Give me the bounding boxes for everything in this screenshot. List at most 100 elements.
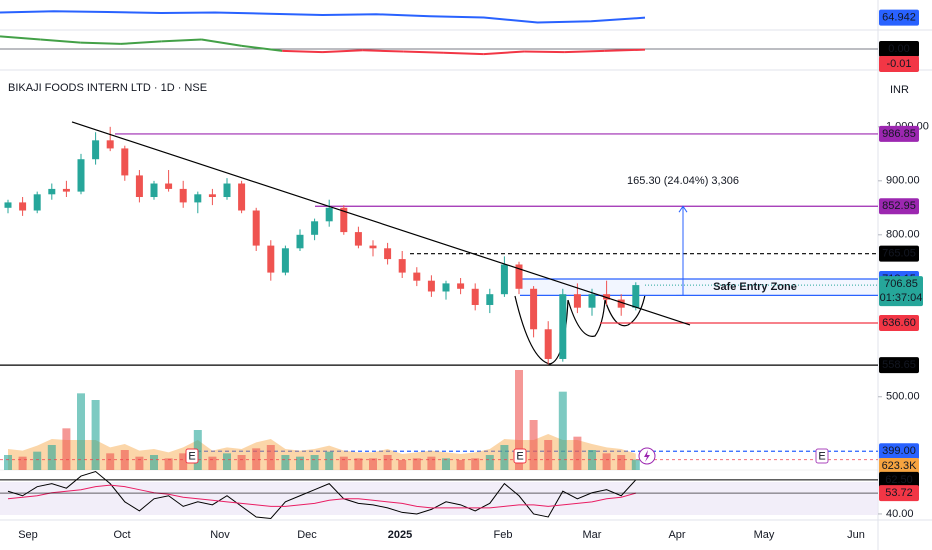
event-bolt — [644, 450, 650, 462]
price-level-label: 399.00 — [882, 445, 916, 457]
candle-body — [311, 221, 319, 235]
candle-body — [398, 259, 406, 273]
price-tick-label: 800.00 — [886, 229, 920, 241]
rsi-label-box — [879, 471, 919, 488]
volume-bar — [135, 456, 144, 470]
rsi-line — [7, 470, 637, 520]
volume-bar — [77, 393, 85, 470]
earnings-box[interactable] — [185, 448, 199, 464]
volume-bar — [62, 428, 71, 470]
time-label: May — [754, 529, 775, 541]
volume-bar — [500, 445, 509, 470]
time-label: Sep — [18, 529, 38, 541]
candle-body — [77, 159, 85, 192]
volume-bar — [4, 455, 12, 470]
volume-bar — [544, 440, 553, 470]
time-label: Feb — [494, 529, 513, 541]
measure-arrow — [678, 205, 688, 213]
last-price-box — [879, 276, 923, 307]
rsi-ma-label-box — [879, 485, 919, 502]
candle-body — [486, 294, 494, 305]
candle-body — [121, 148, 129, 176]
entry-zone — [520, 278, 878, 296]
volume-bar — [120, 450, 129, 470]
currency[interactable]: INR — [890, 84, 909, 96]
candle-body — [194, 194, 202, 203]
volume-bar — [412, 458, 421, 470]
volume-bar — [617, 455, 626, 470]
candle-body — [165, 183, 173, 189]
countdown: 01:37:04 — [880, 292, 923, 304]
indicator-label-box — [879, 9, 919, 26]
volume-bar — [223, 453, 231, 470]
candle-body — [354, 232, 362, 246]
volume-bar — [296, 456, 304, 470]
volume-bar — [573, 436, 582, 470]
candle-body — [150, 183, 158, 198]
price-level-label-box — [879, 443, 919, 460]
earnings-box[interactable] — [513, 448, 527, 464]
oscillator-segment — [120, 40, 162, 45]
volume-bar — [398, 460, 407, 470]
symbol-title: BIKAJI FOODS INTERN LTD · 1D · NSE — [8, 82, 207, 94]
volume-bar — [471, 458, 480, 470]
zone-label: Safe Entry Zone — [713, 281, 797, 293]
volume-bar — [150, 455, 158, 470]
earnings-box[interactable] — [815, 448, 829, 464]
candle-body — [62, 188, 70, 192]
volume-bar — [281, 455, 290, 470]
oscillator-segment — [362, 49, 404, 53]
oscillator-segment — [443, 51, 484, 56]
candle-body — [106, 140, 114, 149]
candle-body — [135, 175, 143, 198]
candle-body — [92, 140, 100, 160]
last-price: 706.85 — [884, 278, 918, 290]
candle-body — [530, 288, 538, 330]
earnings-marker[interactable]: E — [818, 450, 825, 462]
candle-body — [384, 248, 392, 260]
candle-body — [369, 245, 377, 249]
volume-bar — [427, 456, 436, 470]
candle-body — [515, 264, 523, 289]
candle-body — [19, 202, 27, 211]
volume-bar — [529, 420, 538, 470]
volume-bar — [456, 460, 465, 470]
trendline — [71, 121, 691, 326]
time-label: Nov — [210, 529, 230, 541]
volume-bar — [106, 453, 115, 470]
oscillator-label: -0.01 — [886, 58, 911, 70]
candle-body — [179, 188, 187, 203]
candle-body — [471, 288, 479, 305]
price-level-label: 636.60 — [882, 317, 916, 329]
rsi-ma-label: 53.72 — [885, 487, 913, 499]
volume-bar — [179, 453, 188, 470]
time-label: Dec — [297, 529, 317, 541]
indicator-label: 64.942 — [882, 12, 916, 24]
candle-body — [281, 248, 289, 273]
oscillator-segment — [201, 38, 243, 47]
candle-body — [442, 283, 450, 292]
oscillator-segment — [40, 38, 81, 44]
oscillator-segment — [322, 49, 363, 54]
candle-body — [340, 207, 348, 233]
candle-body — [544, 329, 552, 359]
cup-shape — [604, 294, 646, 327]
volume-bar — [47, 445, 56, 470]
candle-body — [588, 294, 596, 308]
time-label: 2025 — [388, 529, 412, 541]
measure-label: 165.30 (24.04%) 3,306 — [627, 175, 739, 187]
candle-body — [603, 294, 611, 300]
candle-body — [559, 294, 567, 359]
price-level-label-box — [879, 315, 919, 332]
price-level-label: 558.65 — [882, 359, 916, 371]
time-label: Apr — [668, 529, 685, 541]
volume-bar — [266, 445, 275, 470]
volume-bar — [325, 451, 334, 470]
oscillator-segment — [604, 48, 646, 52]
candle-body — [427, 280, 435, 292]
earnings-marker[interactable]: E — [188, 450, 195, 462]
earnings-marker[interactable]: E — [516, 450, 523, 462]
candle-body — [632, 285, 640, 308]
oscillator-segment — [524, 50, 565, 54]
price-level-label: 852.95 — [882, 200, 916, 212]
